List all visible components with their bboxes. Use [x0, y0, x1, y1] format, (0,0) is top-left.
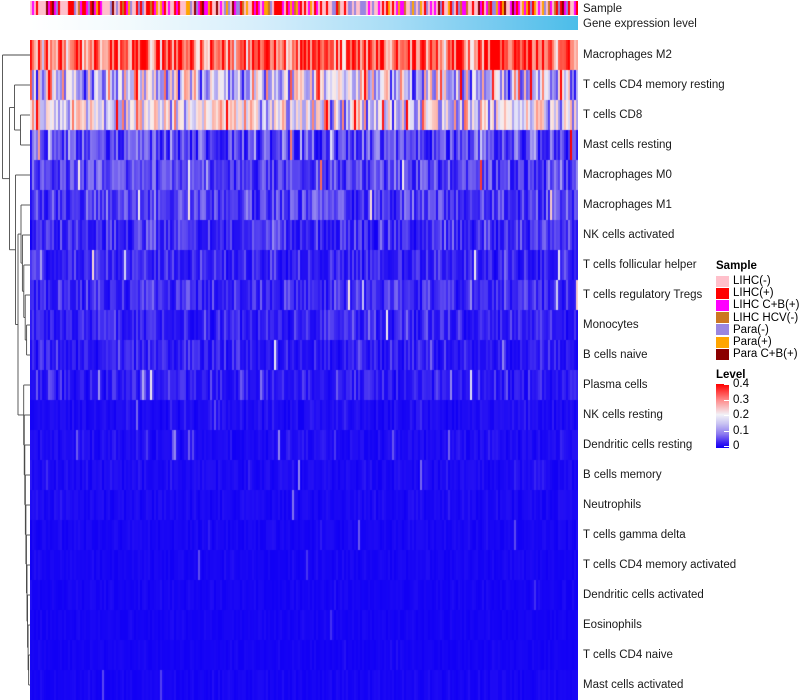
sample-legend-item: Para C+B(+)	[716, 348, 800, 360]
level-tick-label: 0	[733, 440, 740, 453]
sample-legend-item-label: LIHC HCV(-)	[733, 311, 799, 324]
row-label: B cells naive	[583, 349, 648, 361]
level-gradient-bar	[716, 384, 729, 449]
level-tick-mark	[724, 415, 729, 417]
legend-area: Sample LIHC(-) LIHC(+) LIHC C+B(+) LIHC HCV…	[716, 260, 800, 453]
row-label: Monocytes	[583, 319, 639, 331]
row-label: Plasma cells	[583, 379, 648, 391]
heatmap-canvas	[30, 40, 578, 700]
level-tick-label: 0.1	[733, 424, 749, 437]
row-label: Macrophages M1	[583, 199, 672, 211]
level-tick-labels: 0.4 0.3 0.2 0.1 0	[733, 379, 773, 453]
sample-legend-item-label: Para(-)	[733, 323, 769, 336]
legend-swatch-icon	[716, 348, 729, 360]
row-label: T cells CD4 memory activated	[583, 559, 737, 571]
row-label: Mast cells activated	[583, 679, 684, 691]
row-label: T cells CD4 memory resting	[583, 79, 725, 91]
sample-legend-item: LIHC(-)	[716, 275, 800, 287]
row-label-list: Macrophages M2 T cells CD4 memory resting…	[583, 40, 736, 700]
sample-annotation-stripes	[30, 1, 578, 15]
row-label: T cells follicular helper	[583, 259, 697, 271]
level-tick-label: 0.4	[733, 378, 749, 391]
sample-legend-item: Para(-)	[716, 324, 800, 336]
sample-legend-item: LIHC HCV(-)	[716, 312, 800, 324]
sample-legend: Sample LIHC(-) LIHC(+) LIHC C+B(+) LIHC HCV…	[716, 260, 800, 360]
row-label: Dendritic cells resting	[583, 439, 693, 451]
sample-legend-item-label: LIHC(-)	[733, 275, 771, 288]
sample-legend-item: LIHC(+)	[716, 287, 800, 299]
row-label: T cells CD8	[583, 109, 643, 121]
sample-legend-item-label: LIHC C+B(+)	[733, 299, 800, 312]
legend-swatch-icon	[716, 312, 729, 324]
sample-annotation-label: Sample	[583, 3, 622, 15]
level-tick-mark	[724, 399, 729, 401]
row-label: NK cells activated	[583, 229, 675, 241]
sample-legend-item: Para(+)	[716, 336, 800, 348]
legend-swatch-icon	[716, 299, 729, 311]
level-legend: Level 0.4 0.3 0.2 0.1 0	[716, 369, 800, 453]
heatmap-body	[30, 40, 578, 700]
level-tick-mark	[724, 446, 729, 448]
legend-swatch-icon	[716, 287, 729, 299]
sample-legend-title: Sample	[716, 260, 757, 272]
level-tick-label: 0.3	[733, 393, 749, 406]
legend-swatch-icon	[716, 336, 729, 348]
sample-legend-item-label: LIHC(+)	[733, 287, 774, 300]
row-dendrogram	[2, 54, 30, 686]
sample-annotation-bar	[30, 1, 578, 15]
row-label: T cells gamma delta	[583, 529, 686, 541]
row-label: Dendritic cells activated	[583, 589, 704, 601]
level-tick-mark	[724, 384, 729, 386]
sample-legend-item: LIHC C+B(+)	[716, 299, 800, 311]
legend-swatch-icon	[716, 324, 729, 336]
level-tick-mark	[724, 430, 729, 432]
sample-legend-item-label: Para(+)	[733, 336, 772, 349]
level-legend-title: Level	[716, 369, 746, 382]
row-label: Macrophages M0	[583, 169, 672, 181]
row-label: T cells regulatory Tregs	[583, 289, 703, 301]
sample-legend-items: LIHC(-) LIHC(+) LIHC C+B(+) LIHC HCV(-) Para…	[716, 275, 800, 360]
gene-expression-annotation-bar	[30, 16, 578, 30]
level-tick-label: 0.2	[733, 409, 749, 422]
row-label: Mast cells resting	[583, 139, 672, 151]
row-label: Eosinophils	[583, 619, 642, 631]
sample-legend-item-label: Para C+B(+)	[733, 348, 798, 361]
row-label: T cells CD4 naive	[583, 649, 673, 661]
row-label: Neutrophils	[583, 499, 642, 511]
row-label: NK cells resting	[583, 409, 663, 421]
row-label: B cells memory	[583, 469, 662, 481]
gene-expression-annotation-label: Gene expression level	[583, 18, 697, 30]
row-label: Macrophages M2	[583, 49, 672, 61]
level-legend-body: 0.4 0.3 0.2 0.1 0	[716, 379, 800, 453]
legend-swatch-icon	[716, 275, 729, 287]
